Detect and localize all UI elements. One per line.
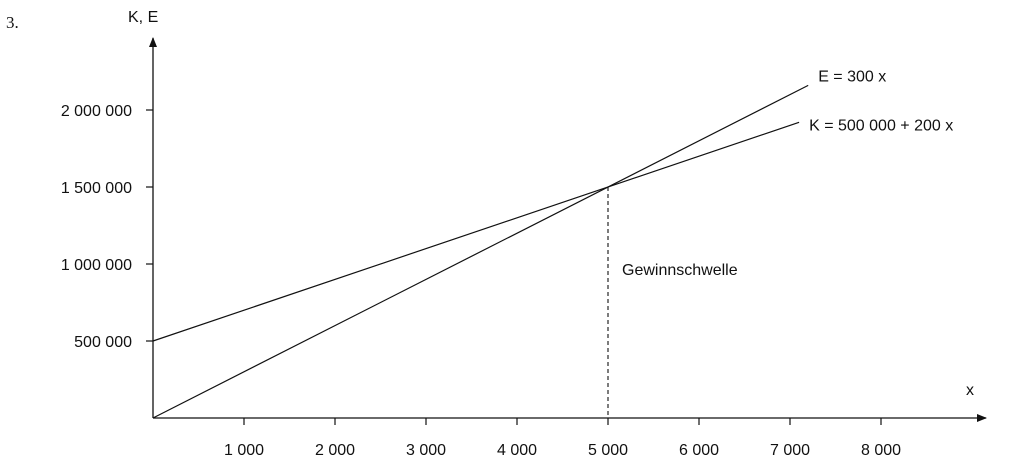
series-line	[152, 84, 809, 419]
figure-number: 3.	[6, 13, 19, 32]
x-tick-label: 3 000	[406, 442, 446, 459]
y-tick-label: 2 000 000	[61, 103, 132, 120]
annotation-label: Gewinnschwelle	[622, 262, 738, 279]
y-tick-label: 1 000 000	[61, 257, 132, 274]
y-axis-ticks: 500 000 1 000 000 1 500 000 2 000 000	[61, 103, 153, 351]
x-tick-label: 8 000	[861, 442, 901, 459]
x-tick-label: 7 000	[770, 442, 810, 459]
x-tick-label: 1 000	[224, 442, 264, 459]
y-tick-label: 1 500 000	[61, 180, 132, 197]
x-tick-label: 6 000	[679, 442, 719, 459]
x-tick-label: 4 000	[497, 442, 537, 459]
x-tick-label: 5 000	[588, 442, 628, 459]
series-name-label: K = 500 000 + 200 x	[809, 117, 953, 134]
series-line	[152, 121, 800, 342]
series-lines: E = 300 x K = 500 000 + 200 x	[152, 68, 953, 419]
y-tick-label: 500 000	[74, 334, 132, 351]
y-axis-label: K, E	[128, 9, 158, 26]
x-axis-ticks: 1 000 2 000 3 000 4 000 5 000 6 000 7 000 8 000	[224, 418, 901, 459]
x-tick-label: 2 000	[315, 442, 355, 459]
series-name-label: E = 300 x	[818, 68, 886, 85]
annotations: Gewinnschwelle	[607, 187, 738, 418]
x-axis-label: x	[966, 382, 974, 399]
